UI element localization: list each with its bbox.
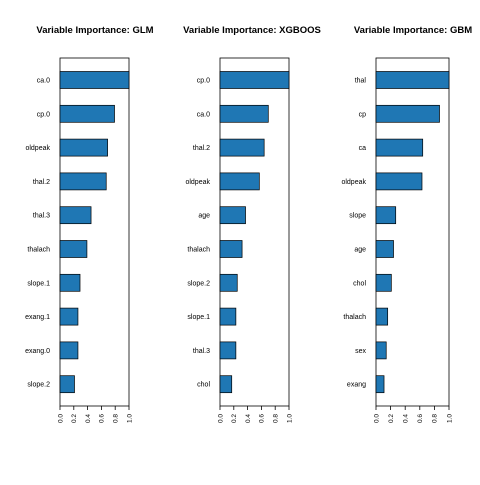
bar-thalach <box>59 240 88 258</box>
bar-thalach <box>375 307 389 326</box>
x-tick-label: 1.0 <box>286 414 293 423</box>
x-tick-label: 0.2 <box>71 414 78 423</box>
category-label: thal.3 <box>193 348 210 355</box>
x-tick-label: 0.2 <box>231 414 238 423</box>
bar-cp-0 <box>219 71 290 89</box>
bar-thal-2 <box>59 172 107 191</box>
x-tick-label: 0.0 <box>217 414 224 423</box>
bar-oldpeak <box>219 172 260 191</box>
bar-chol <box>375 273 392 292</box>
bar-slope-1 <box>59 273 81 292</box>
bar-slope-2 <box>219 273 238 292</box>
panel-title: Variable Importance: GBM <box>354 25 472 36</box>
category-label: age <box>198 213 210 220</box>
category-label: chol <box>353 280 366 287</box>
category-label: age <box>354 247 366 254</box>
category-label: exang <box>347 382 366 389</box>
x-tick-label: 0.4 <box>245 414 252 423</box>
x-tick-label: 0.4 <box>85 414 92 423</box>
category-label: exang.0 <box>25 348 50 355</box>
category-label: oldpeak <box>25 145 50 152</box>
x-tick-label: 1.0 <box>126 414 133 423</box>
bar-slope-1 <box>219 307 237 326</box>
category-label: exang.1 <box>25 314 50 321</box>
bar-age <box>219 206 246 225</box>
category-label: thal <box>355 78 367 85</box>
x-tick-label: 0.8 <box>113 414 120 423</box>
category-label: slope.2 <box>187 280 210 287</box>
bar-thal <box>375 71 450 89</box>
x-tick-label: 0.2 <box>388 414 395 423</box>
category-label: thalach <box>27 247 50 254</box>
x-tick-label: 0.0 <box>57 414 64 423</box>
bar-slope-2 <box>59 375 75 394</box>
category-label: slope.1 <box>187 314 210 321</box>
category-label: ca <box>359 145 367 152</box>
bar-ca-0 <box>219 104 269 123</box>
bar-ca <box>375 138 424 157</box>
bar-thal-3 <box>219 341 237 360</box>
bar-thalach <box>219 240 243 258</box>
category-label: slope <box>349 213 366 220</box>
category-label: oldpeak <box>185 179 210 186</box>
bar-ca-0 <box>59 71 130 89</box>
category-label: oldpeak <box>341 179 366 186</box>
category-label: sex <box>355 348 366 355</box>
bar-exang <box>375 375 385 394</box>
category-label: thal.2 <box>193 145 210 152</box>
bar-oldpeak <box>59 138 108 157</box>
category-label: thal.2 <box>33 179 50 186</box>
category-label: cp.0 <box>197 78 210 85</box>
x-tick-label: 0.4 <box>403 414 410 423</box>
category-label: slope.2 <box>27 382 50 389</box>
bar-oldpeak <box>375 172 423 191</box>
plot-frame <box>59 57 130 407</box>
plot-frame <box>219 57 290 407</box>
x-tick-label: 0.6 <box>259 414 266 423</box>
bar-sex <box>375 341 387 360</box>
x-tick-label: 0.8 <box>432 414 439 423</box>
plot-frame <box>375 57 450 407</box>
bar-thal-2 <box>219 138 265 157</box>
x-tick-label: 0.8 <box>273 414 280 423</box>
category-label: thalach <box>187 247 210 254</box>
bar-cp-0 <box>59 104 115 123</box>
category-label: chol <box>197 382 210 389</box>
category-label: ca.0 <box>37 78 50 85</box>
panel-title: Variable Importance: XGBOOS <box>183 25 321 36</box>
bar-exang-0 <box>59 341 79 360</box>
bar-cp <box>375 104 440 123</box>
x-tick-label: 0.6 <box>417 414 424 423</box>
category-label: ca.0 <box>197 111 210 118</box>
category-label: thalach <box>343 314 366 321</box>
x-tick-label: 0.6 <box>99 414 106 423</box>
bar-chol <box>219 375 233 394</box>
bar-age <box>375 240 394 258</box>
category-label: thal.3 <box>33 213 50 220</box>
bar-exang-1 <box>59 307 79 326</box>
category-label: slope.1 <box>27 280 50 287</box>
bar-slope <box>375 206 397 225</box>
bar-thal-3 <box>59 206 92 225</box>
panel-title: Variable Importance: GLM <box>36 25 153 36</box>
category-label: cp <box>359 111 367 118</box>
x-tick-label: 1.0 <box>446 414 453 423</box>
category-label: cp.0 <box>37 111 50 118</box>
x-tick-label: 0.0 <box>373 414 380 423</box>
